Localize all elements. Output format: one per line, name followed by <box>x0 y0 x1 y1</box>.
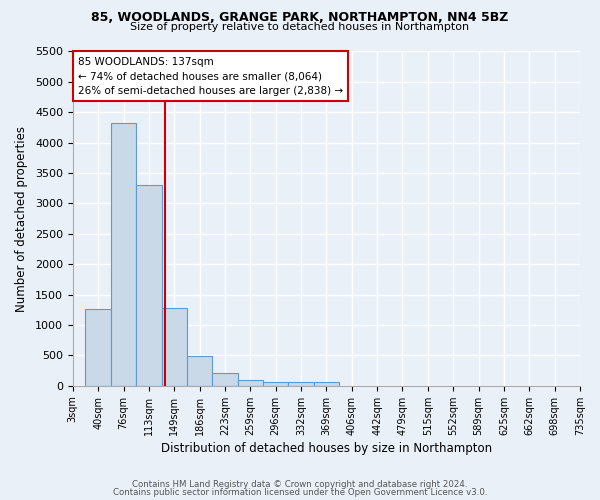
Bar <box>161 308 187 386</box>
Text: Contains public sector information licensed under the Open Government Licence v3: Contains public sector information licen… <box>113 488 487 497</box>
Bar <box>289 382 314 386</box>
Text: Contains HM Land Registry data © Crown copyright and database right 2024.: Contains HM Land Registry data © Crown c… <box>132 480 468 489</box>
Bar <box>111 122 136 386</box>
Bar <box>238 380 263 386</box>
Bar <box>314 382 339 386</box>
Bar <box>187 356 212 386</box>
Text: Size of property relative to detached houses in Northampton: Size of property relative to detached ho… <box>130 22 470 32</box>
Bar <box>263 382 289 386</box>
Text: 85, WOODLANDS, GRANGE PARK, NORTHAMPTON, NN4 5BZ: 85, WOODLANDS, GRANGE PARK, NORTHAMPTON,… <box>91 11 509 24</box>
Bar <box>212 373 238 386</box>
X-axis label: Distribution of detached houses by size in Northampton: Distribution of detached houses by size … <box>161 442 492 455</box>
Bar <box>136 185 161 386</box>
Y-axis label: Number of detached properties: Number of detached properties <box>15 126 28 312</box>
Bar <box>85 309 111 386</box>
Text: 85 WOODLANDS: 137sqm
← 74% of detached houses are smaller (8,064)
26% of semi-de: 85 WOODLANDS: 137sqm ← 74% of detached h… <box>78 56 343 96</box>
